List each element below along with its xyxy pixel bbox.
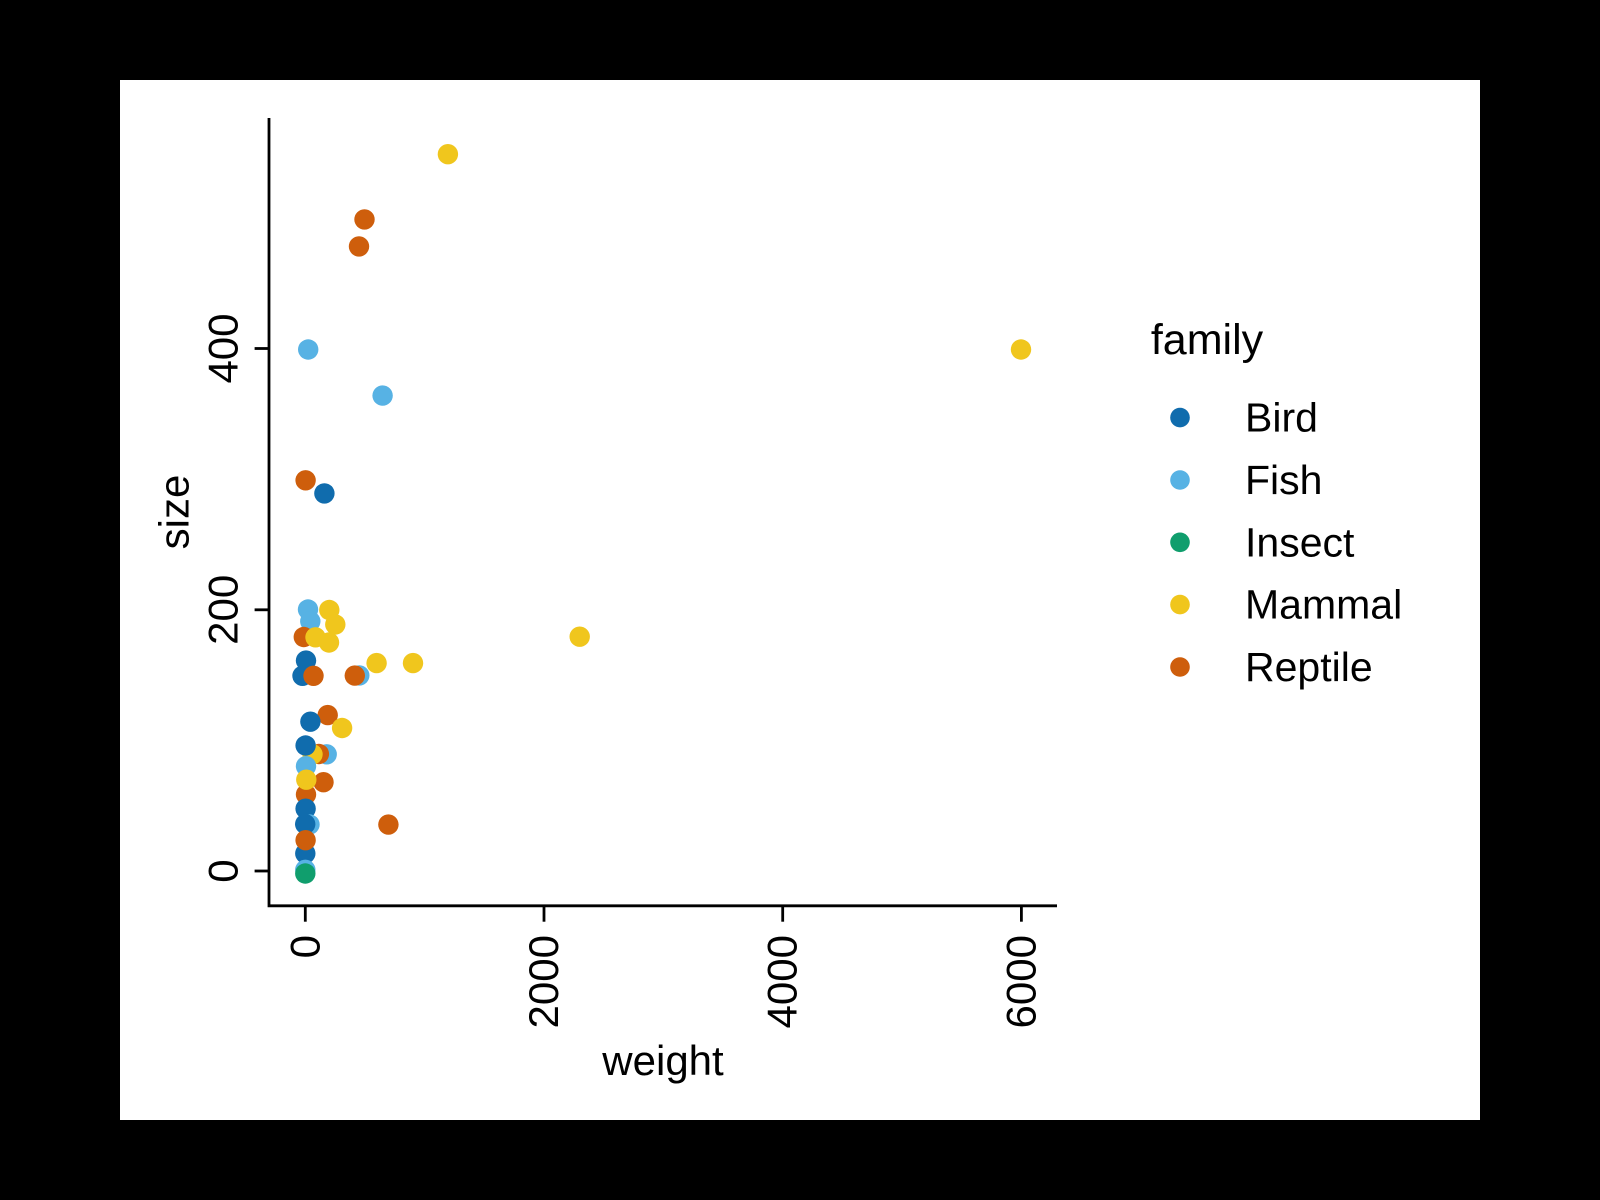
svg-text:0: 0 — [281, 935, 328, 958]
svg-text:6000: 6000 — [997, 935, 1044, 1028]
svg-text:family: family — [1151, 316, 1264, 364]
svg-text:Bird: Bird — [1245, 395, 1318, 441]
svg-text:Fish: Fish — [1245, 457, 1322, 503]
svg-text:Insect: Insect — [1245, 519, 1355, 565]
svg-text:400: 400 — [200, 313, 247, 383]
svg-text:size: size — [150, 475, 197, 550]
svg-text:Reptile: Reptile — [1245, 644, 1373, 690]
svg-text:4000: 4000 — [759, 935, 806, 1028]
svg-text:0: 0 — [200, 859, 247, 882]
svg-text:200: 200 — [200, 575, 247, 645]
svg-text:Mammal: Mammal — [1245, 582, 1402, 628]
svg-text:weight: weight — [601, 1037, 724, 1084]
svg-text:2000: 2000 — [520, 935, 567, 1028]
